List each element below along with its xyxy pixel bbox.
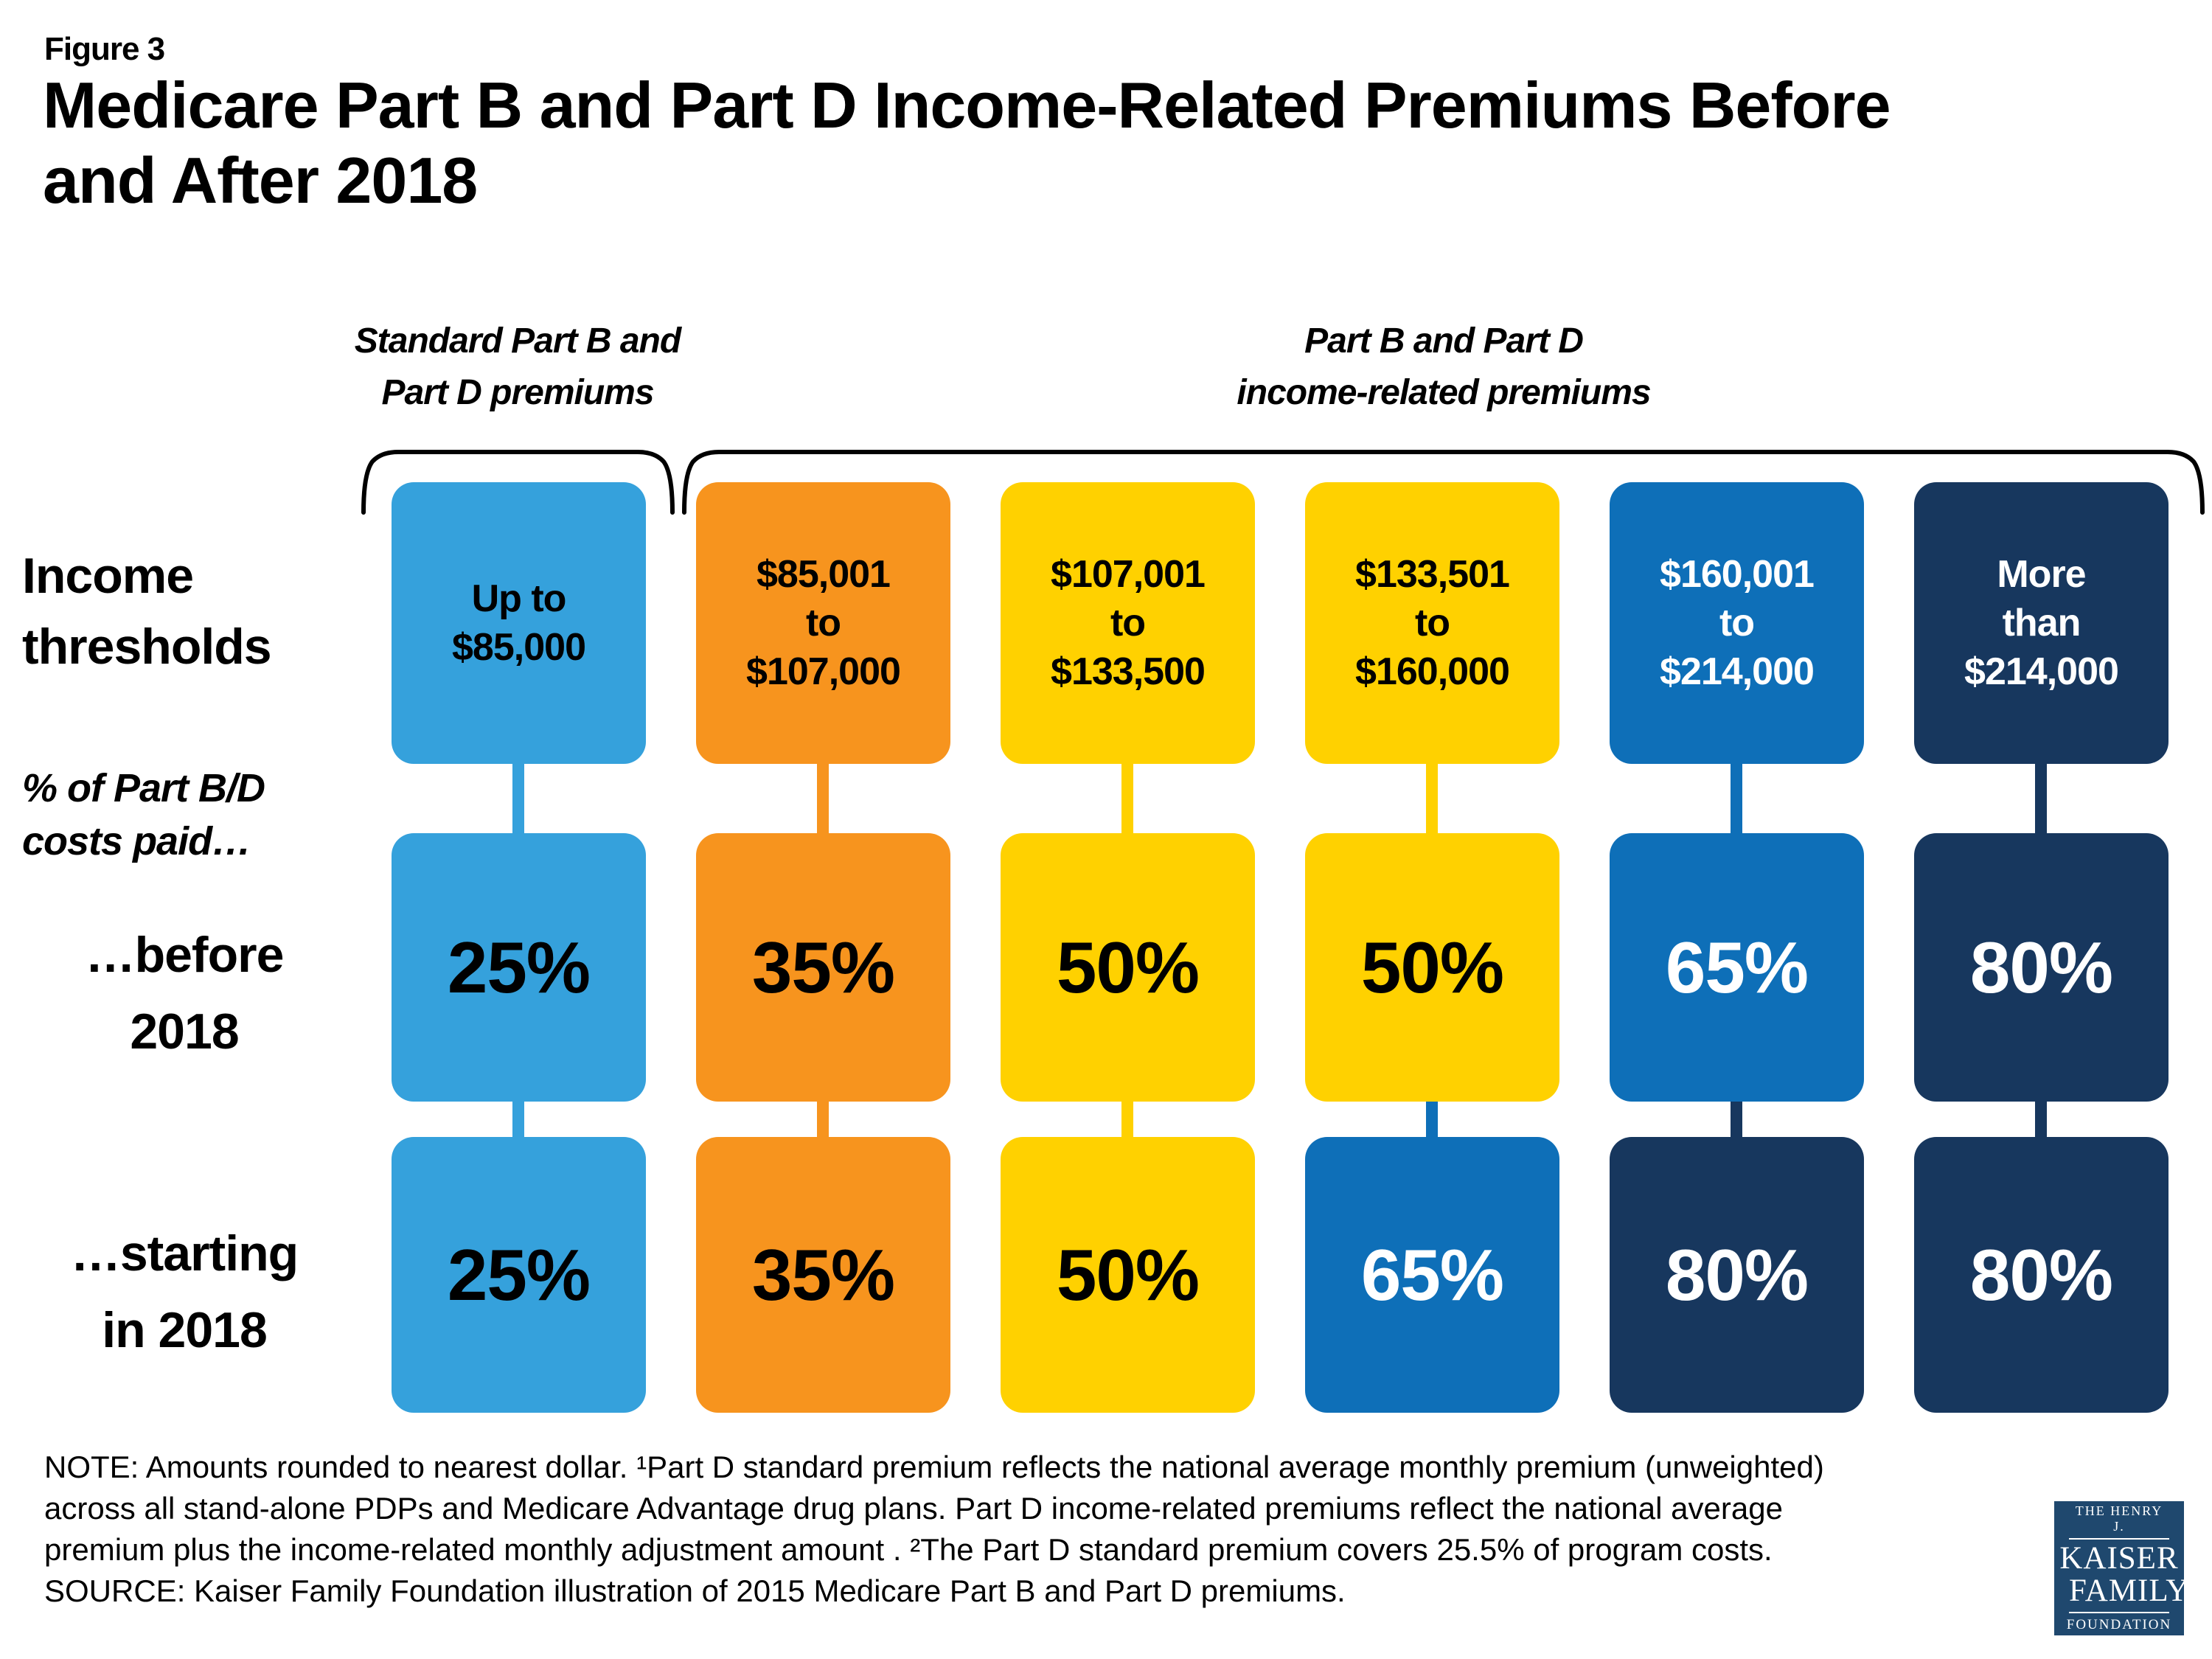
before-2018-box-5: 65% (1610, 833, 1864, 1102)
note-line-2: across all stand-alone PDPs and Medicare… (44, 1491, 1783, 1526)
starting-2018-box-6: 80% (1914, 1137, 2168, 1413)
connector-col1-top (512, 737, 524, 855)
logo-text-henry-j: THE HENRY J. (2069, 1503, 2169, 1540)
bracket-standard (361, 450, 675, 515)
threshold-box-3: $107,001 to $133,500 (1001, 482, 1255, 764)
figure-number: Figure 3 (44, 31, 165, 67)
before-2018-box-4: 50% (1305, 833, 1559, 1102)
logo-text-kaiser: KAISER (2059, 1541, 2179, 1576)
logo-text-foundation: FOUNDATION (2066, 1617, 2172, 1632)
threshold-box-5: $160,001 to $214,000 (1610, 482, 1864, 764)
threshold-box-2: $85,001 to $107,000 (696, 482, 950, 764)
group-header-standard-premiums: Standard Part B and Part D premiums (354, 321, 681, 412)
starting-2018-box-3: 50% (1001, 1137, 1255, 1413)
source-line: SOURCE: Kaiser Family Foundation illustr… (44, 1573, 1346, 1608)
connector-col2-top (817, 737, 829, 855)
threshold-box-4: $133,501 to $160,000 (1305, 482, 1559, 764)
page-title: Medicare Part B and Part D Income-Relate… (43, 69, 1891, 217)
threshold-box-6: More than $214,000 (1914, 482, 2168, 764)
group-header-income-related-premiums: Part B and Part D income-related premium… (1237, 321, 1651, 412)
logo-text-family: FAMILY (2069, 1575, 2188, 1613)
connector-col6-top (2035, 737, 2047, 855)
row-label-before-2018: …before 2018 (85, 927, 285, 1060)
row-label-income-thresholds: Income thresholds (22, 548, 272, 675)
bracket-income-related (682, 450, 2205, 515)
note-line-3: premium plus the income-related monthly … (44, 1532, 1773, 1567)
connector-col5-top (1731, 737, 1742, 855)
kaiser-family-foundation-logo: THE HENRY J. KAISER FAMILY FOUNDATION (2054, 1501, 2188, 1635)
row-label-costs-paid: % of Part B/D costs paid… (22, 766, 265, 863)
connector-col3-top (1121, 737, 1133, 855)
starting-2018-box-4: 65% (1305, 1137, 1559, 1413)
starting-2018-box-5: 80% (1610, 1137, 1864, 1413)
threshold-box-1: Up to $85,000 (392, 482, 646, 764)
before-2018-box-2: 35% (696, 833, 950, 1102)
before-2018-box-1: 25% (392, 833, 646, 1102)
connector-col4-top (1426, 737, 1438, 855)
starting-2018-box-1: 25% (392, 1137, 646, 1413)
before-2018-box-3: 50% (1001, 833, 1255, 1102)
row-label-starting-2018: …starting in 2018 (70, 1225, 299, 1358)
before-2018-box-6: 80% (1914, 833, 2168, 1102)
note-line-1: NOTE: Amounts rounded to nearest dollar.… (44, 1450, 1824, 1484)
starting-2018-box-2: 35% (696, 1137, 950, 1413)
note-and-source: NOTE: Amounts rounded to nearest dollar.… (44, 1447, 2050, 1612)
